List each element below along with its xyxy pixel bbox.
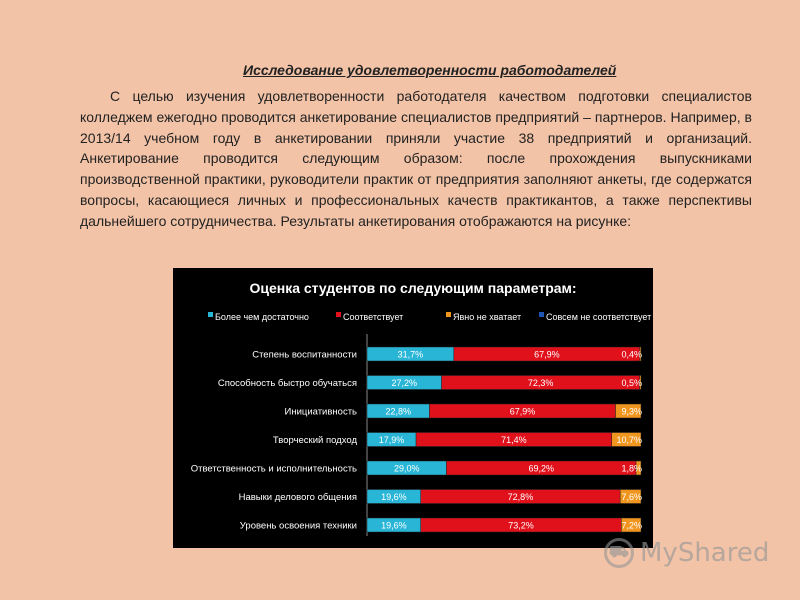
stacked-bar-chart: Оценка студентов по следующим параметрам… — [191, 280, 651, 536]
description-paragraph: С целью изучения удовлетворенности работ… — [80, 88, 752, 229]
bar-4-series-3 — [611, 432, 642, 447]
data-label-3-series-2: 67,9% — [510, 407, 536, 417]
data-label-1-series-1: 31,7% — [398, 350, 424, 360]
legend-swatch-2 — [336, 312, 341, 317]
shopping-cart-icon: ⛟ — [604, 538, 634, 568]
legend-label-3: Явно не хватает — [453, 312, 521, 322]
legend-swatch-3 — [446, 312, 451, 317]
bar-7-series-3 — [621, 517, 642, 533]
data-label-6-series-2: 72,8% — [508, 492, 534, 502]
data-label-7-series-2: 73,2% — [508, 521, 534, 531]
data-label-1-series-3: 0,4% — [621, 350, 642, 360]
chart-title: Оценка студентов по следующим параметрам… — [249, 280, 576, 296]
legend-label-4: Совсем не соответствует — [546, 312, 651, 322]
category-label-7: Уровень освоения техники — [240, 521, 357, 532]
data-label-6-series-1: 19,6% — [381, 492, 407, 502]
watermark: ⛟ MyShared — [604, 538, 769, 568]
category-label-1: Степень воспитанности — [252, 350, 357, 361]
category-label-2: Способность быстро обучаться — [218, 378, 357, 389]
bar-5-series-3 — [635, 460, 642, 476]
bar-2-series-3 — [639, 375, 642, 390]
legend-swatch-4 — [539, 312, 544, 317]
bar-6-series-3 — [619, 489, 642, 504]
chart-panel: Оценка студентов по следующим параметрам… — [173, 268, 653, 548]
data-label-5-series-1: 29,0% — [394, 464, 420, 474]
data-label-4-series-2: 71,4% — [501, 435, 527, 445]
data-label-7-series-1: 19,6% — [381, 521, 407, 531]
data-label-2-series-2: 72,3% — [528, 378, 554, 388]
bar-3-series-3 — [615, 403, 642, 419]
watermark-text: MyShared — [640, 538, 770, 568]
data-label-5-series-2: 69,2% — [528, 464, 554, 474]
legend-label-2: Соответствует — [343, 312, 403, 322]
data-label-2-series-3: 0,5% — [621, 378, 642, 388]
data-label-3-series-1: 22,8% — [385, 407, 411, 417]
data-label-6-series-3: 7,6% — [621, 492, 642, 502]
data-label-2-series-1: 27,2% — [391, 378, 417, 388]
category-label-5: Ответственность и исполнительность — [191, 464, 357, 475]
legend-swatch-1 — [208, 312, 213, 317]
data-label-5-series-3: 1,8% — [621, 464, 642, 474]
category-label-6: Навыки делового общения — [239, 492, 357, 503]
data-label-1-series-2: 67,9% — [534, 350, 560, 360]
data-label-3-series-3: 9,3% — [621, 407, 642, 417]
category-label-3: Инициативность — [285, 407, 358, 418]
data-label-4-series-3: 10,7% — [616, 435, 642, 445]
data-label-7-series-3: 7,2% — [621, 521, 642, 531]
bar-1-series-3 — [639, 346, 642, 362]
legend-label-1: Более чем достаточно — [215, 312, 309, 322]
category-label-4: Творческий подход — [273, 435, 358, 446]
data-label-4-series-1: 17,9% — [379, 435, 405, 445]
page-heading: Исследование удовлетворенности работодат… — [243, 62, 617, 78]
